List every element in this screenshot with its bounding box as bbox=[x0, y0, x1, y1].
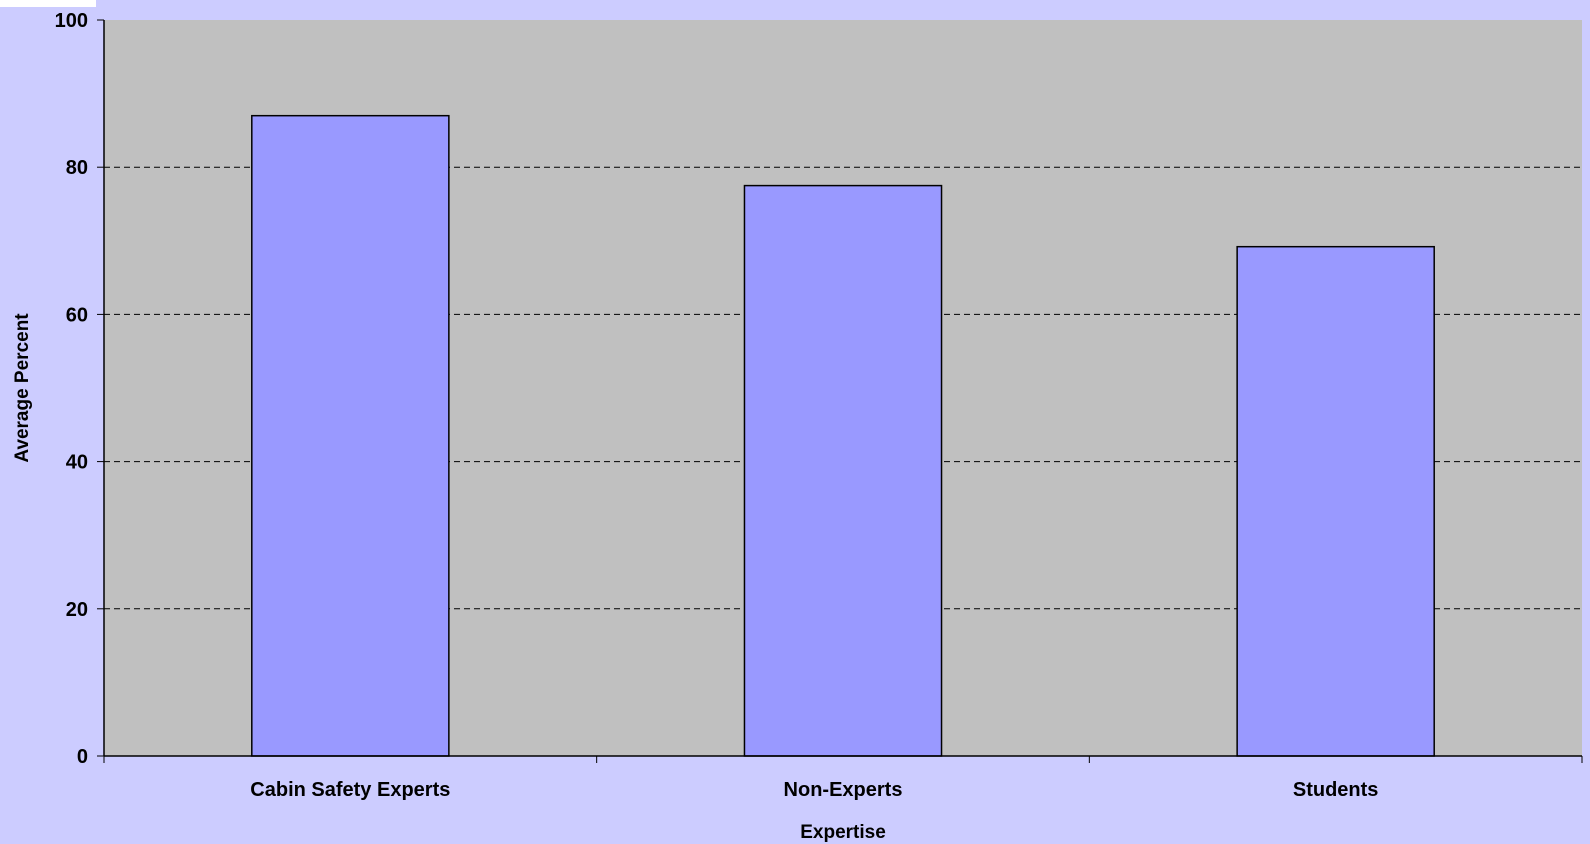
axes bbox=[97, 19, 1583, 763]
y-tick-label: 40 bbox=[66, 452, 88, 474]
x-tick-label: Non-Experts bbox=[784, 779, 903, 801]
y-tick-label: 100 bbox=[55, 10, 88, 32]
bar bbox=[251, 114, 450, 757]
bar bbox=[1236, 245, 1435, 757]
y-tick-label: 80 bbox=[66, 157, 88, 179]
bars bbox=[251, 114, 1435, 757]
tick-labels: 0 20 40 60 80 100 Cabin Safety Experts Non-Expe… bbox=[55, 10, 1379, 801]
y-axis-title: Average Percent bbox=[12, 313, 33, 463]
y-tick-label: 20 bbox=[66, 599, 88, 621]
x-axis-title: Expertise bbox=[800, 822, 886, 843]
bar bbox=[743, 184, 943, 757]
y-tick-label: 0 bbox=[77, 746, 88, 768]
x-tick-label: Cabin Safety Experts bbox=[250, 779, 450, 801]
x-tick-label: Students bbox=[1293, 779, 1379, 801]
corner-mark bbox=[0, 0, 96, 7]
y-tick-label: 60 bbox=[66, 304, 88, 326]
